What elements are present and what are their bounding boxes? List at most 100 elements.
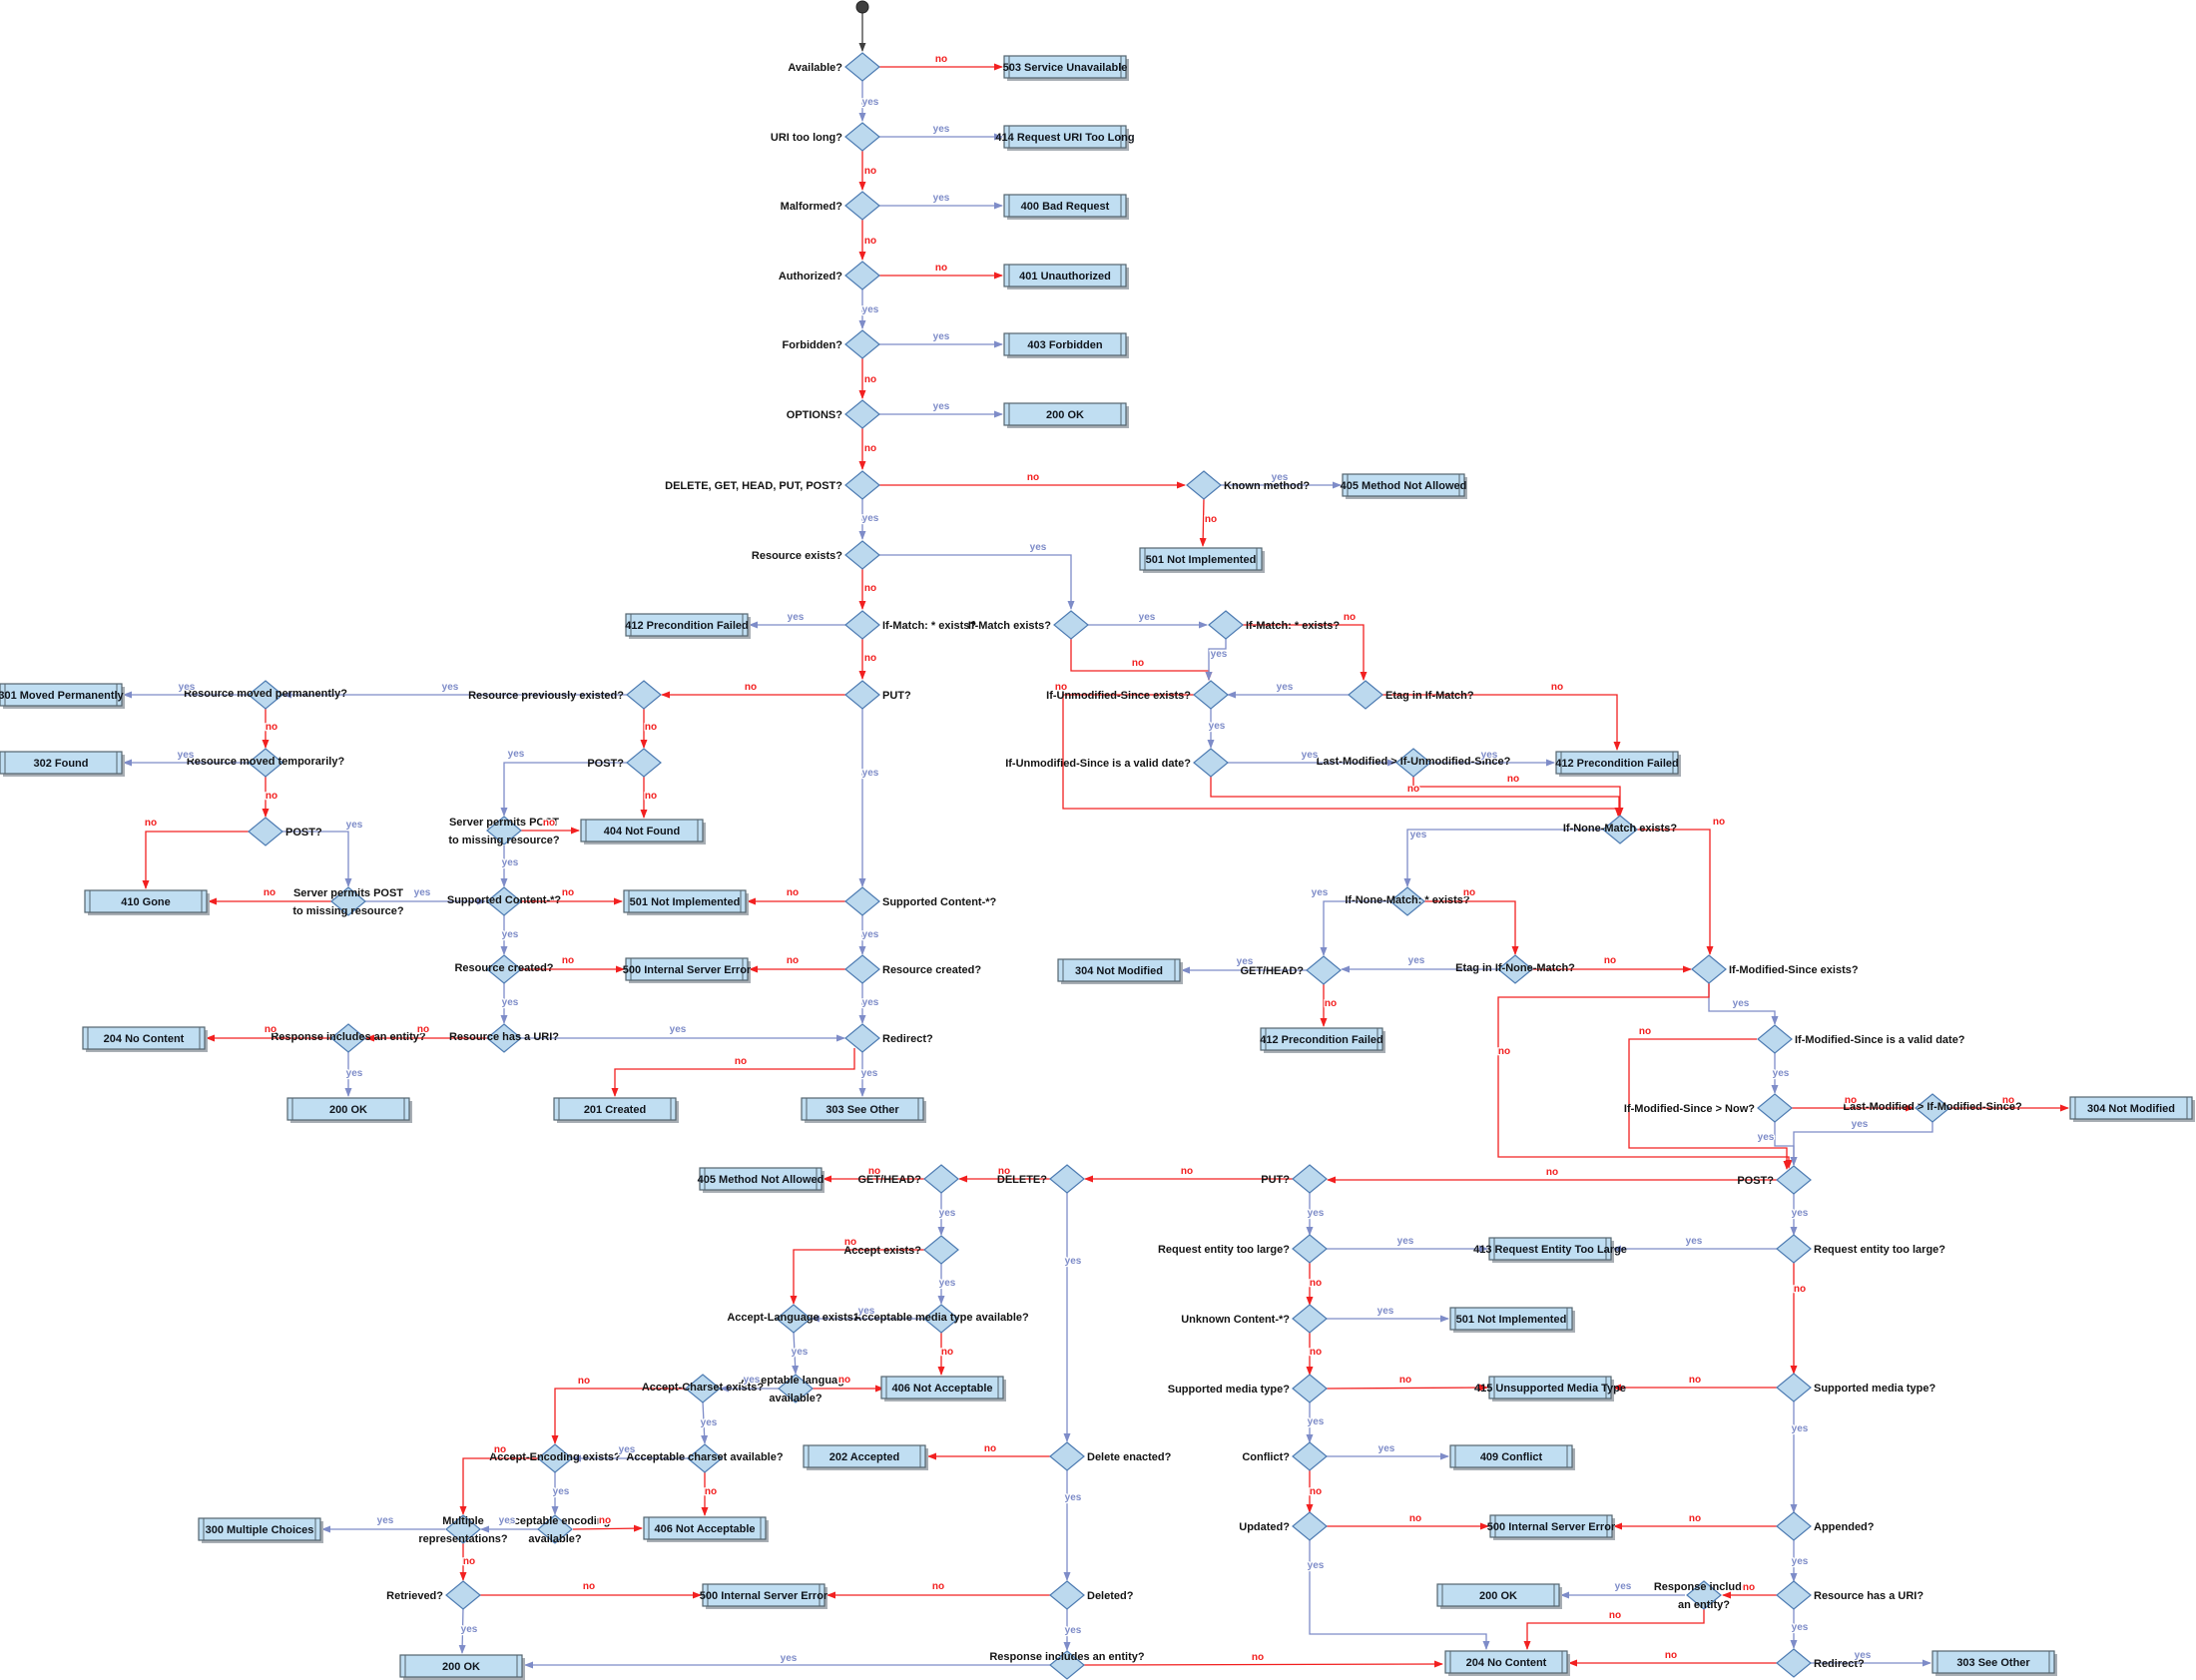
decision-options: OPTIONS? bbox=[787, 399, 880, 429]
edge-label-no-114: no bbox=[1310, 1347, 1322, 1358]
edge-label-no-112: no bbox=[1310, 1278, 1322, 1289]
edge-label-yes-65: yes bbox=[1312, 887, 1329, 898]
edge-label-no-6: no bbox=[864, 236, 876, 247]
action-503-service-unavailable: 503 Service Unavailable bbox=[1003, 55, 1129, 81]
edge-label-yes-110: yes bbox=[1308, 1208, 1325, 1219]
action-label-200-ok-left: 200 OK bbox=[329, 1104, 367, 1116]
edge-no-74 bbox=[1628, 1038, 1791, 1170]
action-label-304-not-modified-mid: 304 Not Modified bbox=[1075, 965, 1163, 977]
decision-resource-prev-existed: Resource previously existed? bbox=[468, 680, 662, 710]
edge-label-yes-46: yes bbox=[670, 1024, 687, 1035]
decision-delete-enacted: Delete enacted? bbox=[1049, 1441, 1172, 1471]
decision-acceptable-encoding: Acceptable encoding available? bbox=[500, 1514, 610, 1545]
edge-label-no-81: no bbox=[998, 1166, 1010, 1177]
edge-label-no-126: no bbox=[1689, 1513, 1701, 1524]
edge-yes-53 bbox=[1205, 638, 1227, 681]
edge-label-yes-42: yes bbox=[502, 997, 519, 1008]
action-302-found: 302 Found bbox=[0, 751, 125, 777]
decision-if-none-match-exists: If-None-Match exists? bbox=[1563, 815, 1678, 844]
edge-label-yes-3: yes bbox=[933, 124, 950, 135]
decision-label-get-head-bottom: GET/HEAD? bbox=[857, 1174, 921, 1186]
decision-label-forbidden: Forbidden? bbox=[783, 339, 843, 351]
decision-label-multiple-representations: representations? bbox=[418, 1533, 508, 1545]
edge-no-109 bbox=[1083, 1660, 1443, 1668]
edge-label-no-25: no bbox=[645, 791, 657, 802]
edge-label-yes-93: yes bbox=[619, 1444, 636, 1455]
edge-label-yes-59: yes bbox=[1302, 750, 1319, 761]
edge-label-no-45: no bbox=[417, 1024, 429, 1035]
edge-label-yes-29: yes bbox=[179, 682, 196, 693]
decision-resource-has-uri-left: Resource has a URI? bbox=[449, 1023, 559, 1053]
edge-yes-26 bbox=[500, 762, 627, 817]
decision-label-accept-charset-exists: Accept-Charset exists? bbox=[642, 1382, 765, 1394]
edge-label-no-38: no bbox=[787, 887, 799, 898]
decision-label-resource-exists: Resource exists? bbox=[752, 550, 842, 562]
decision-known-methods: DELETE, GET, HEAD, PUT, POST? bbox=[665, 470, 880, 500]
decision-label-known-method: Known method? bbox=[1224, 480, 1310, 492]
action-label-405-method-not-allowed-bottom: 405 Method Not Allowed bbox=[698, 1174, 824, 1186]
decision-acceptable-language: Acceptable language available? bbox=[741, 1374, 850, 1404]
action-413-request-entity-too-large: 413 Request Entity Too Large bbox=[1473, 1237, 1627, 1263]
edge-no-131 bbox=[1523, 1608, 1705, 1650]
decision-ims-gt-now: If-Modified-Since > Now? bbox=[1624, 1093, 1793, 1123]
edge-label-yes-53: yes bbox=[1211, 649, 1228, 660]
decision-label-known-methods: DELETE, GET, HEAD, PUT, POST? bbox=[665, 480, 842, 492]
decision-label-acceptable-language: available? bbox=[769, 1393, 822, 1404]
decision-label-post-bottom: POST? bbox=[1737, 1175, 1774, 1187]
action-200-ok-bottom: 200 OK bbox=[399, 1654, 525, 1680]
action-500-internal-server-error-bottom: 500 Internal Server Error bbox=[700, 1583, 828, 1609]
edge-label-yes-39: yes bbox=[502, 929, 519, 940]
action-label-503-service-unavailable: 503 Service Unavailable bbox=[1003, 62, 1128, 74]
edge-label-no-100: no bbox=[463, 1556, 475, 1567]
edge-label-no-89: no bbox=[838, 1375, 850, 1386]
edge-yes-34 bbox=[282, 831, 352, 887]
decision-post-left: POST? bbox=[248, 817, 322, 846]
decision-if-match-star-right: If-Match: * exists? bbox=[1208, 610, 1340, 640]
action-label-500-internal-server-error-bottom: 500 Internal Server Error bbox=[700, 1590, 828, 1602]
edge-label-no-101: no bbox=[583, 1581, 595, 1592]
edge-label-yes-73: yes bbox=[1773, 1068, 1790, 1079]
edge-no-15 bbox=[1199, 497, 1207, 547]
decision-label-authorized: Authorized? bbox=[779, 271, 842, 282]
decision-redirect-right: Redirect? bbox=[1776, 1648, 1865, 1678]
decision-label-resource-moved-perm: Resource moved permanently? bbox=[184, 688, 347, 700]
edge-label-yes-105: yes bbox=[1065, 1492, 1082, 1503]
action-label-501-not-implemented-mid: 501 Not Implemented bbox=[630, 896, 741, 908]
edge-label-yes-130: yes bbox=[1615, 1581, 1632, 1592]
action-400-bad-request: 400 Bad Request bbox=[1003, 194, 1129, 220]
edge-no-61 bbox=[1412, 776, 1624, 817]
decision-if-modified-since-exists: If-Modified-Since exists? bbox=[1691, 954, 1859, 984]
decision-label-if-none-match-exists: If-None-Match exists? bbox=[1563, 823, 1678, 835]
decision-label-response-entity-left: Response includes an entity? bbox=[271, 1031, 426, 1043]
decision-multiple-representations: Multiple representations? bbox=[418, 1514, 508, 1545]
action-412-precondition-failed-left: 412 Precondition Failed bbox=[625, 613, 751, 639]
edge-label-yes-67: yes bbox=[1408, 955, 1425, 966]
edge-label-yes-49: yes bbox=[861, 1068, 878, 1079]
edge-label-yes-44: yes bbox=[862, 997, 879, 1008]
edge-label-no-70: no bbox=[1325, 998, 1337, 1009]
action-409-conflict: 409 Conflict bbox=[1449, 1444, 1575, 1470]
edge-no-50 bbox=[611, 1048, 855, 1097]
edge-label-yes-57: yes bbox=[1209, 721, 1226, 732]
decision-acceptable-charset: Acceptable charset available? bbox=[626, 1443, 784, 1473]
action-label-412-precondition-failed-left: 412 Precondition Failed bbox=[625, 620, 748, 632]
decision-label-etag-in-if-match: Etag in If-Match? bbox=[1385, 690, 1474, 702]
decision-etag-in-if-none-match: Etag in If-None-Match? bbox=[1455, 954, 1575, 984]
decision-label-if-none-match-star: If-None-Match: * exists? bbox=[1345, 894, 1470, 906]
decision-available: Available? bbox=[788, 52, 880, 82]
decision-label-post-left: POST? bbox=[285, 827, 322, 839]
edge-label-yes-116: yes bbox=[1308, 1416, 1325, 1427]
edge-yes-65 bbox=[1320, 900, 1390, 956]
action-label-415-unsupported-media-type: 415 Unsupported Media Type bbox=[1474, 1383, 1626, 1395]
decision-resource-has-uri-right: Resource has a URI? bbox=[1776, 1580, 1923, 1610]
edge-label-yes-55: yes bbox=[1277, 682, 1294, 693]
edge-label-yes-120: yes bbox=[1308, 1560, 1325, 1571]
decision-last-modified-gt-ims: Last-Modified > If-Modified-Since? bbox=[1843, 1093, 2022, 1123]
decision-label-resource-has-uri-left: Resource has a URI? bbox=[449, 1031, 559, 1043]
edge-label-yes-28: yes bbox=[502, 857, 519, 868]
decision-label-acceptable-encoding: available? bbox=[528, 1533, 581, 1545]
edge-label-yes-71: yes bbox=[1733, 998, 1750, 1009]
action-200-ok-left: 200 OK bbox=[286, 1097, 412, 1123]
decision-label-if-modified-since-exists: If-Modified-Since exists? bbox=[1729, 964, 1859, 976]
edge-label-yes-121: yes bbox=[1792, 1208, 1809, 1219]
